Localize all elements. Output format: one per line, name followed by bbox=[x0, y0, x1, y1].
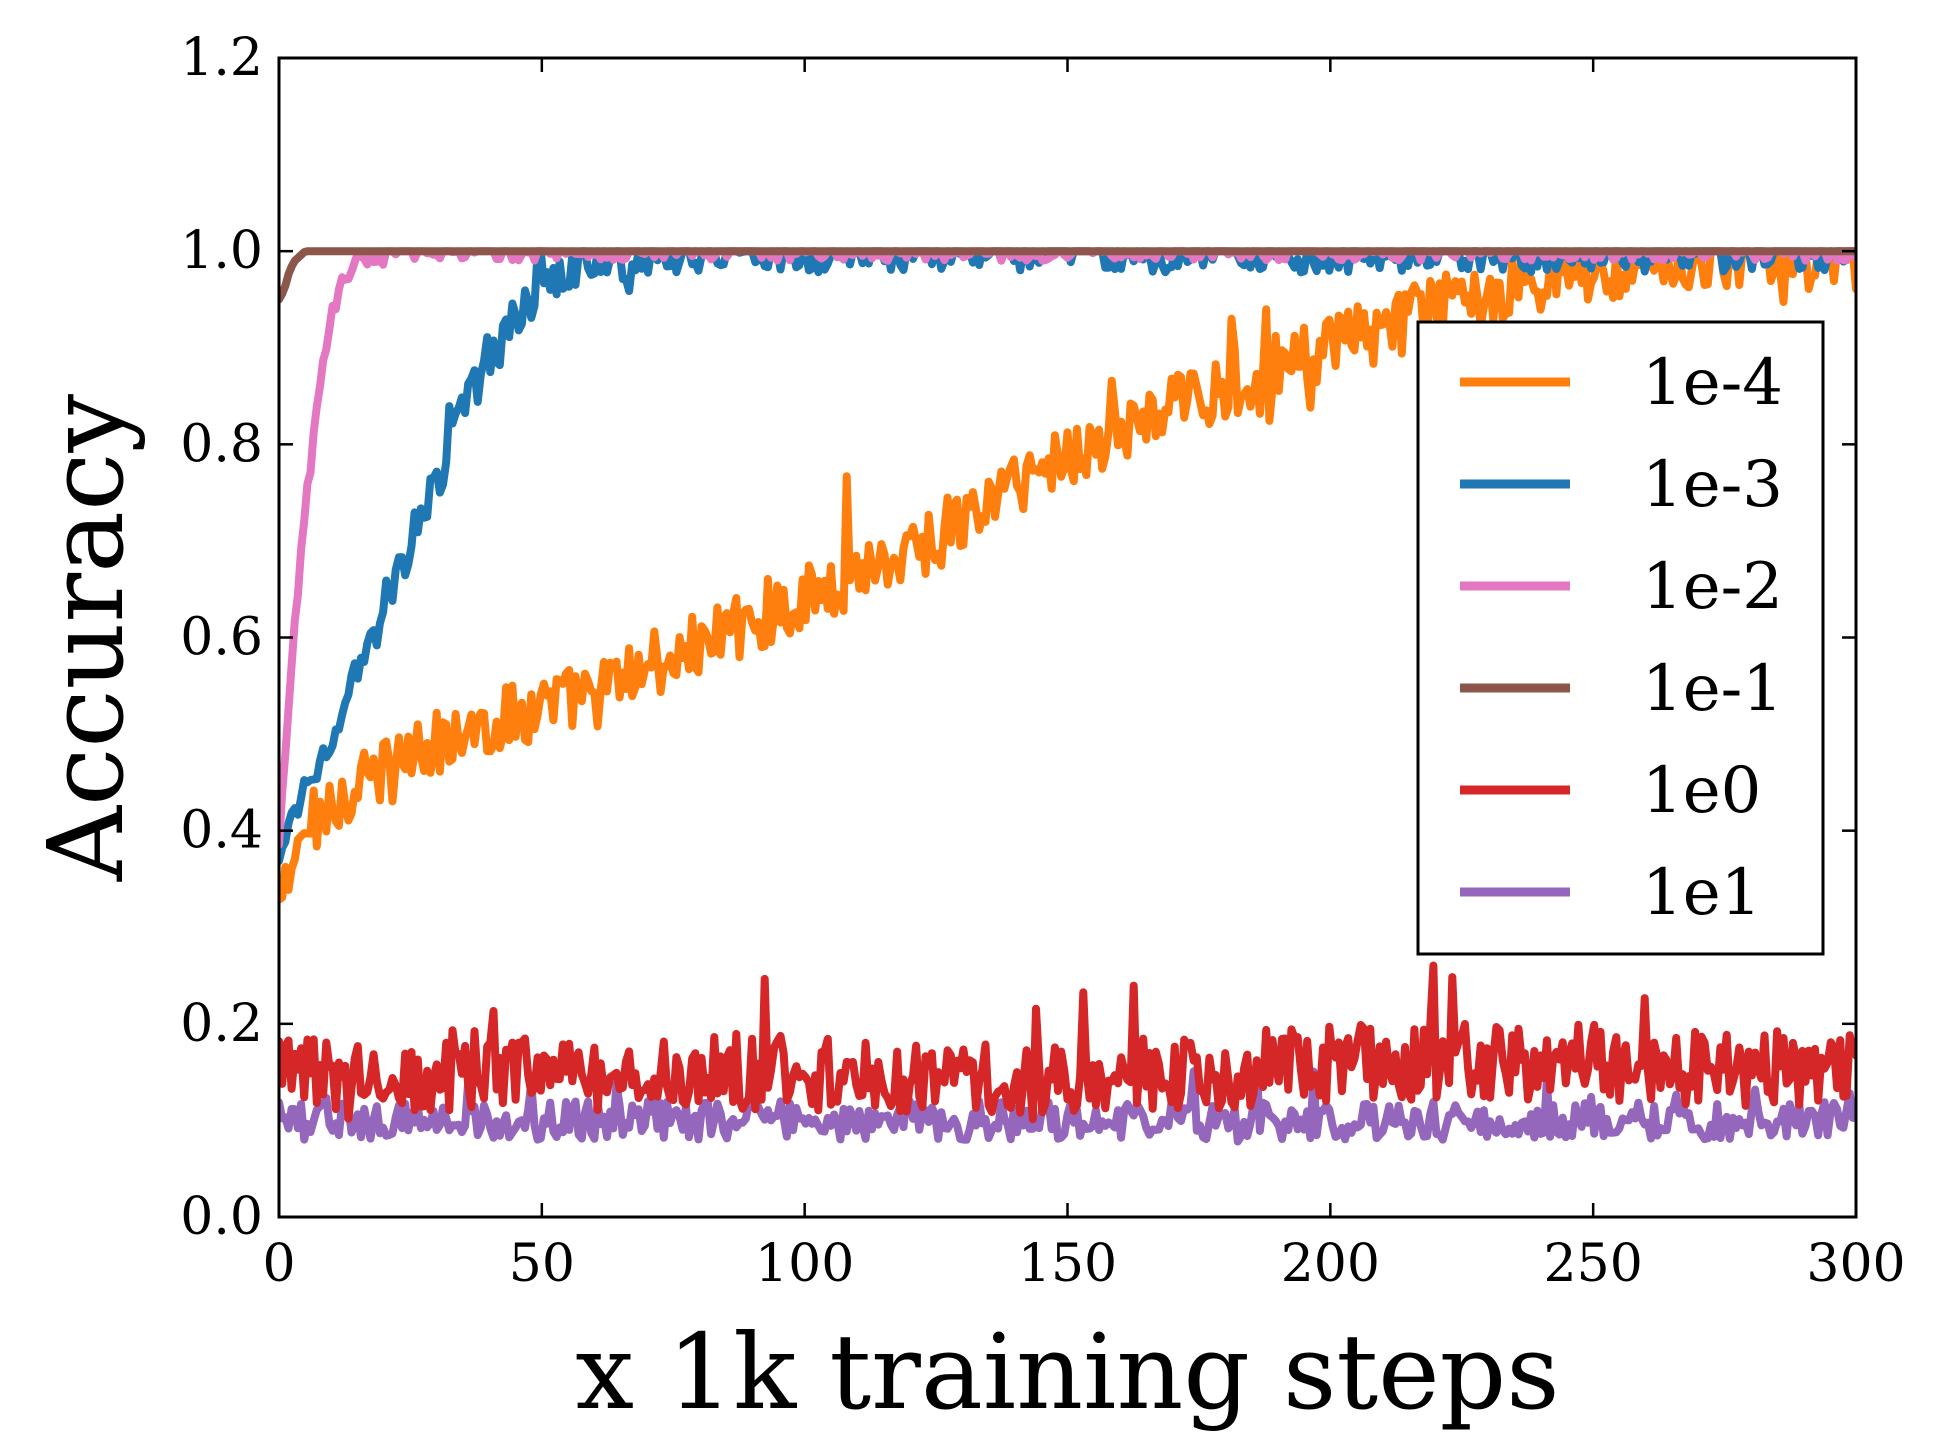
legend-label-1e-4: 1e-4 bbox=[1642, 346, 1783, 420]
x-tick-label: 200 bbox=[1281, 1234, 1380, 1294]
x-tick-label: 250 bbox=[1544, 1234, 1643, 1294]
series-line-1e1 bbox=[279, 1062, 1856, 1146]
series-line-1e-1 bbox=[279, 247, 1856, 304]
y-tick-label: 0.4 bbox=[180, 801, 263, 861]
x-axis-label: x 1k training steps bbox=[575, 1311, 1559, 1433]
legend-label-1e1: 1e1 bbox=[1642, 856, 1761, 930]
y-tick-label: 1.0 bbox=[180, 221, 263, 281]
legend-label-1e-3: 1e-3 bbox=[1642, 448, 1783, 522]
legend-label-1e0: 1e0 bbox=[1642, 754, 1761, 828]
x-tick-label: 150 bbox=[1018, 1234, 1117, 1294]
series-line-1e-4 bbox=[279, 247, 1856, 904]
legend-label-1e-2: 1e-2 bbox=[1642, 550, 1783, 624]
ticks-layer: 0 50 100 150 200 250 300 0.0 0.2 0.4 0.6 0.8 1.0 1.2 bbox=[180, 28, 1905, 1294]
y-tick-label: 0.2 bbox=[180, 994, 263, 1054]
legend: 1e-4 1e-3 1e-2 1e-1 1e0 1e1 bbox=[1416, 320, 1825, 956]
x-tick-label: 0 bbox=[262, 1234, 295, 1294]
y-tick-label: 0.0 bbox=[180, 1187, 263, 1247]
y-tick-label: 1.2 bbox=[180, 28, 263, 88]
y-axis-label: Accuracy bbox=[25, 394, 147, 883]
legend-label-1e-1: 1e-1 bbox=[1642, 652, 1783, 726]
legend-box bbox=[1416, 320, 1825, 956]
y-tick-label: 0.8 bbox=[180, 414, 263, 474]
x-tick-label: 100 bbox=[755, 1234, 854, 1294]
x-tick-label: 50 bbox=[509, 1234, 575, 1294]
y-tick-label: 0.6 bbox=[180, 608, 263, 668]
series-layer bbox=[279, 247, 1856, 1146]
series-line-1e0 bbox=[279, 961, 1856, 1124]
x-tick-label: 300 bbox=[1806, 1234, 1905, 1294]
